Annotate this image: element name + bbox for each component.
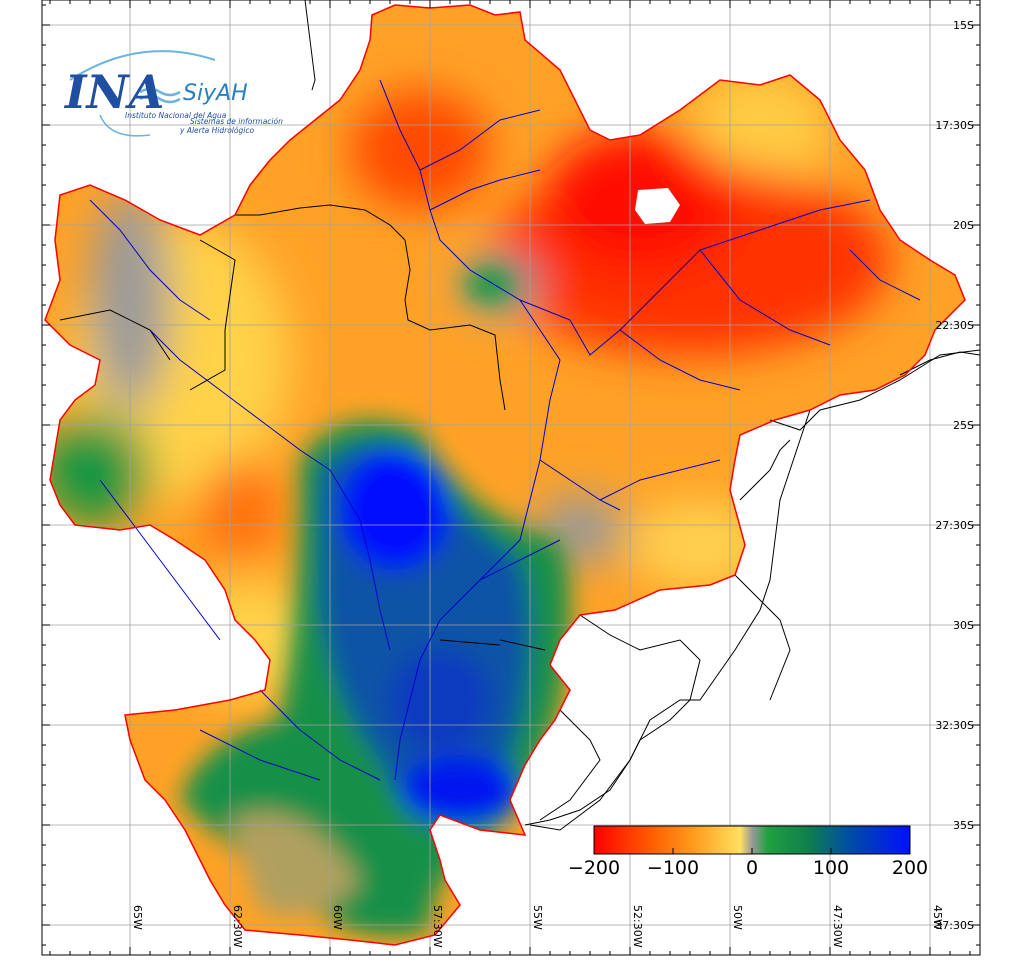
- coastline: [524, 351, 981, 826]
- latitude-label: 20S: [953, 219, 974, 232]
- logo-siyah-text: SiyAH: [183, 81, 248, 106]
- colorbar-tick-label: 100: [813, 857, 849, 879]
- logo-wave-icon: [139, 87, 181, 104]
- latitude-label: 15S: [953, 19, 974, 32]
- frame-ticks: [42, 0, 980, 955]
- latitude-label: 35S: [953, 819, 974, 832]
- logo-line2-text: y Alerta Hidrológico: [179, 126, 254, 135]
- longitude-label: 55W: [531, 905, 544, 930]
- longitude-labels: 65W 62:30W 60W 57:30W 55W 52:30W 50W 47:30W 45W: [131, 905, 944, 948]
- latitude-label: 32:30S: [935, 719, 974, 732]
- colorbar-tick-label: 0: [746, 857, 758, 879]
- lat-lon-grid: [42, 0, 980, 955]
- latitude-label: 37:30S: [935, 919, 974, 932]
- longitude-label: 60W: [331, 905, 344, 930]
- colorbar: −200 −100 0 100 200: [568, 825, 928, 879]
- latitude-label: 27:30S: [935, 519, 974, 532]
- logo-arc: [69, 50, 216, 81]
- colorbar-tick-label: −100: [647, 857, 699, 879]
- ina-siyah-logo: INA SiyAH Instituto Nacional del Agua Si…: [63, 50, 283, 137]
- logo-line1-text: Sistemas de información: [190, 117, 283, 126]
- logo-ina-text: INA: [63, 65, 164, 119]
- latitude-label: 17:30S: [935, 119, 974, 132]
- colorbar-ticks: −200 −100 0 100 200: [568, 848, 928, 879]
- map-frame: [41, 0, 981, 956]
- latitude-labels: 15S 17:30S 20S 22:30S 25S 27:30S 30S 32:30S 35S 3…: [935, 19, 974, 932]
- latitude-label: 22:30S: [935, 319, 974, 332]
- colorbar-tick-label: 200: [892, 857, 928, 879]
- longitude-label: 50W: [731, 905, 744, 930]
- colorbar-tick-label: −200: [568, 857, 620, 879]
- logo-institute-text: Instituto Nacional del Agua: [125, 111, 227, 120]
- longitude-label: 62:30W: [231, 905, 244, 948]
- country-borders: [59, 0, 981, 831]
- latitude-label: 25S: [953, 419, 974, 432]
- longitude-label: 47:30W: [831, 905, 844, 948]
- longitude-label: 57:30W: [431, 905, 444, 948]
- longitude-label: 45W: [931, 905, 944, 930]
- longitude-label: 65W: [131, 905, 144, 930]
- longitude-label: 52:30W: [631, 905, 644, 948]
- rivers: [89, 79, 921, 781]
- logo-curve: [99, 114, 151, 137]
- basin-boundary: [44, 4, 966, 946]
- latitude-label: 30S: [953, 619, 974, 632]
